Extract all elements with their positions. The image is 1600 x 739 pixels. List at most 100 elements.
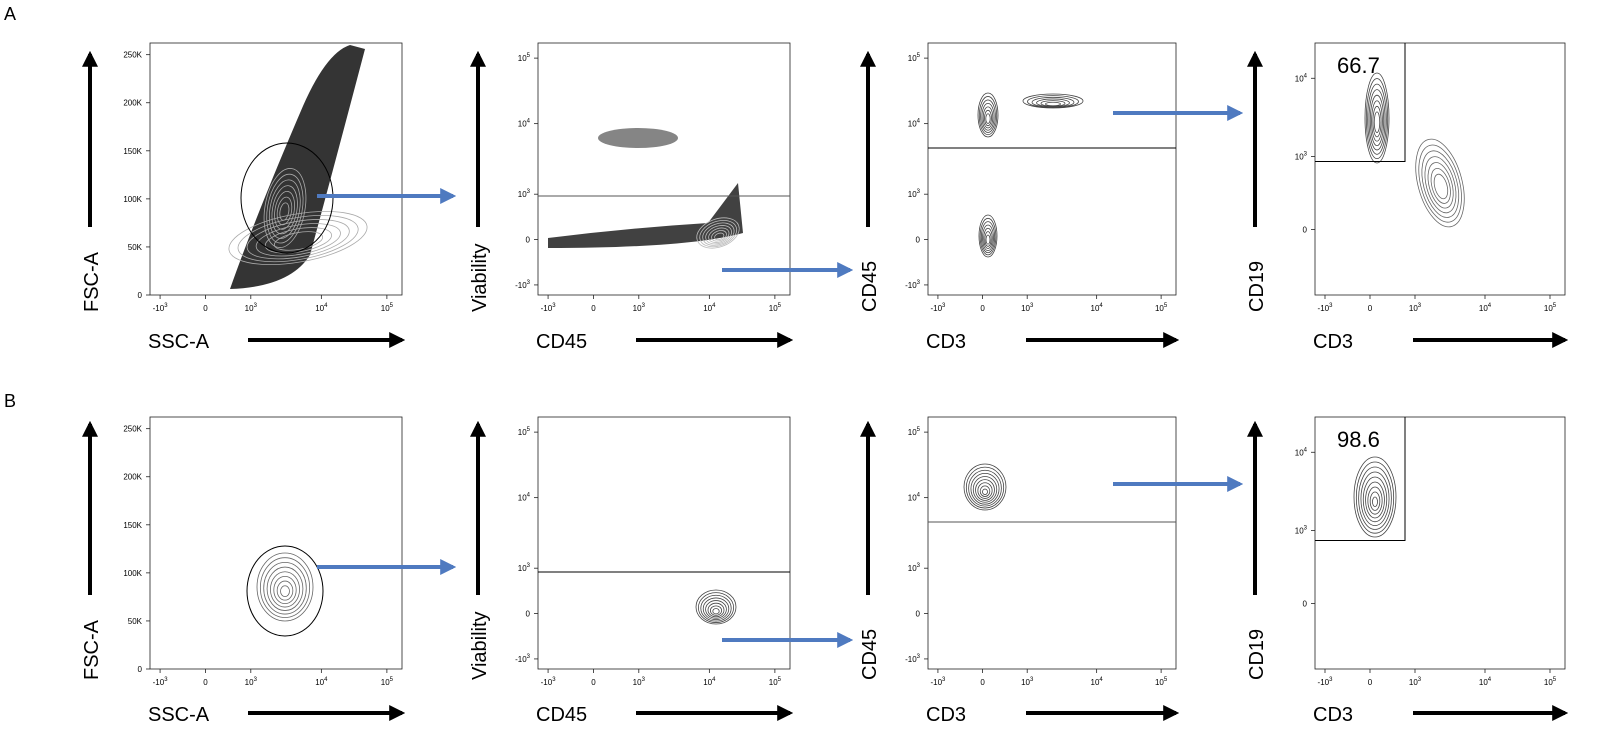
tick-label: 0: [1303, 225, 1308, 234]
tick-label: 0: [980, 304, 985, 313]
panel-0-1: -103 0 103 104 105 -103 0 103 104 105 CD45 Viabilit…: [469, 42, 794, 353]
panel-0-2: -103 0 103 104 105 -103 0 103 104 105 CD3 CD45: [859, 42, 1180, 353]
population-contour: [972, 476, 998, 503]
population-contour: [702, 597, 730, 621]
panel-0-3: 66.7 -103 0 103 104 105 0 103 104 CD3 CD19: [1246, 42, 1569, 353]
tick-label: 103: [908, 189, 921, 199]
tick-label: 250K: [123, 51, 142, 60]
population-contour: [700, 594, 732, 622]
tick-label: 105: [1544, 677, 1557, 687]
population-contour: [983, 227, 993, 249]
tick-label: 0: [1368, 304, 1373, 313]
population-contour: [707, 602, 725, 618]
tick-label: 105: [908, 427, 921, 437]
population-contour: [1418, 144, 1462, 223]
population-contour: [1369, 94, 1385, 146]
tick-label: 0: [916, 610, 921, 619]
population-contour: [714, 232, 725, 241]
y-axis-label: CD19: [1246, 261, 1268, 312]
population-contour: [975, 479, 995, 501]
population-scatter: [598, 128, 678, 148]
tick-label: 200K: [123, 473, 142, 482]
plot-frame: [537, 42, 791, 296]
population-contour: [1433, 173, 1449, 200]
population-contour: [1364, 72, 1390, 164]
population-contour: [699, 219, 738, 248]
population-contour: [1368, 89, 1386, 151]
population-contour: [270, 571, 300, 608]
x-axis-label: CD45: [536, 704, 587, 726]
population-contour: [1372, 105, 1382, 138]
population-contour: [970, 472, 1000, 505]
y-axis-label: FSC-A: [81, 619, 103, 680]
population-contour: [1358, 466, 1392, 530]
population-contour: [978, 214, 998, 258]
tick-label: 200K: [123, 99, 142, 108]
tick-label: 0: [1368, 678, 1373, 687]
population-contour: [256, 552, 314, 622]
tick-label: 103: [1409, 303, 1422, 313]
tick-label: 50K: [128, 617, 143, 626]
tick-label: 105: [769, 303, 782, 313]
gate-rectangle: [1315, 417, 1406, 541]
tick-label: 105: [518, 53, 531, 63]
population-contour: [984, 109, 992, 127]
tick-label: 104: [518, 119, 531, 129]
tick-label: 104: [518, 493, 531, 503]
population-contour: [985, 113, 991, 124]
y-axis-label: Viability: [469, 611, 491, 680]
plot-frame: [927, 42, 1177, 296]
population-contour: [985, 234, 991, 245]
population-contour: [266, 566, 304, 611]
tick-label: 100K: [123, 195, 142, 204]
tick-label: 104: [1479, 303, 1492, 313]
tick-label: 104: [1091, 303, 1104, 313]
population-contour: [980, 99, 996, 133]
population-contour: [279, 202, 290, 221]
population-contour: [276, 580, 294, 601]
tick-label: 105: [1544, 303, 1557, 313]
tick-label: 250K: [123, 425, 142, 434]
population-contour: [1360, 471, 1390, 526]
tick-label: -103: [515, 280, 531, 290]
plot-frame: [1314, 416, 1566, 670]
population-contour: [963, 463, 1007, 511]
population-contour: [982, 106, 994, 129]
population-contour: [705, 600, 727, 619]
tick-label: 0: [591, 304, 596, 313]
population-contour: [1371, 100, 1383, 142]
population-contour: [280, 585, 290, 598]
tick-label: 104: [703, 303, 716, 313]
tick-label: 104: [1479, 677, 1492, 687]
y-axis-label: CD19: [1246, 629, 1268, 680]
population-contour: [979, 485, 991, 497]
gate-ellipse: [246, 545, 324, 637]
panel-1-1: -103 0 103 104 105 -103 0 103 104 105 CD45 Viabilit…: [469, 416, 794, 726]
population-contour: [982, 488, 988, 495]
tick-label: -103: [541, 677, 557, 687]
x-axis-label: SSC-A: [148, 704, 210, 726]
population-contour: [711, 230, 727, 242]
tick-label: 0: [138, 291, 143, 300]
population-contour: [273, 576, 297, 605]
population-contour: [1421, 150, 1460, 218]
population-contour: [978, 96, 998, 136]
population-contour: [276, 196, 293, 226]
tick-label: 103: [245, 303, 258, 313]
tick-label: -103: [153, 303, 169, 313]
panel-1-2: -103 0 103 104 105 -103 0 103 104 105 CD3 CD45: [859, 416, 1180, 726]
tick-label: 0: [203, 678, 208, 687]
population-contour: [702, 222, 735, 246]
population-scatter: [548, 183, 743, 248]
plot-frame: [149, 42, 403, 296]
population-contour: [237, 215, 359, 263]
population-contour: [984, 231, 992, 247]
tick-label: 104: [703, 677, 716, 687]
tick-label: 0: [138, 665, 143, 674]
tick-label: 104: [908, 493, 921, 503]
tick-label: 0: [203, 304, 208, 313]
population-contour: [965, 466, 1005, 509]
gate-percentage: 98.6: [1337, 427, 1380, 452]
x-axis-label: SSC-A: [148, 331, 210, 353]
population-contour: [274, 190, 296, 230]
